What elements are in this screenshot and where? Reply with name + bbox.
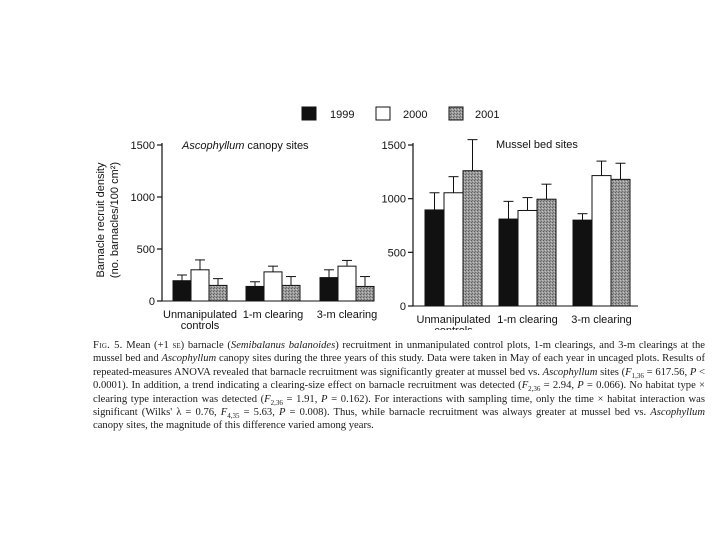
caption-text: canopy sites during the three years of t… — [93, 353, 705, 378]
caption-p: P — [689, 366, 697, 378]
y-tick-label: 1000 — [131, 192, 155, 204]
bar-1999-1 — [424, 209, 445, 307]
bar-1999-3 — [572, 219, 593, 307]
bar-1999-1 — [172, 280, 192, 302]
caption-text: = 0.162). For interactions with sampling… — [93, 393, 705, 419]
y-tick-label: 0 — [400, 301, 406, 313]
caption-text: ) recruitment in unmanipulated control p… — [93, 340, 705, 365]
figure-caption: Fig. 5. Mean (+1 se) barnacle (Semibalan… — [93, 339, 705, 433]
legend-label-2001: 2001 — [475, 109, 499, 121]
caption-species: Semibalanus balanoides — [230, 340, 336, 351]
caption-text: = 5.63, — [239, 407, 279, 419]
bar-2000-3 — [337, 265, 357, 302]
caption-ascophyllum: Ascophyllum — [542, 366, 598, 378]
bar-1999-3 — [319, 277, 339, 302]
caption-text: < 0.0001). In addition, a trend indicati… — [93, 366, 706, 392]
y-axis-label-line2: (no. barnacles/100 cm²) — [109, 162, 121, 278]
x-tick-label: 1-m clearing — [243, 309, 304, 321]
caption-fig-label: Fig. 5. — [93, 340, 123, 351]
caption-text: = 1.91, — [282, 393, 322, 405]
figure: 1999 2000 2001 Barnacle recruit density … — [95, 106, 638, 330]
bar-2000-3 — [591, 175, 612, 307]
x-tick-label: 1-m clearing — [497, 314, 558, 326]
y-tick-label: 1500 — [382, 140, 406, 152]
legend-swatch-1999 — [301, 106, 317, 121]
bar-2001-1 — [462, 170, 483, 307]
x-tick-label: controls — [434, 325, 473, 330]
caption-f-sub: 2,36 — [528, 385, 541, 394]
caption-f: F — [220, 407, 228, 419]
bar-2000-1 — [190, 269, 210, 302]
y-tick-label: 500 — [137, 244, 155, 256]
x-tick-label: controls — [181, 320, 220, 330]
bar-1999-2 — [245, 285, 265, 302]
bar-2000-2 — [263, 271, 283, 302]
bar-2001-2 — [281, 284, 301, 302]
bar-2001-3 — [610, 178, 631, 307]
bar-2001-2 — [536, 198, 557, 307]
panel-title-mussel: Mussel bed sites — [496, 139, 578, 151]
legend-swatch-2000 — [375, 106, 391, 121]
x-tick-label: Unmanipulated — [417, 314, 491, 326]
caption-ascophyllum: Ascophyllum — [161, 353, 217, 365]
caption-text: sites ( — [597, 366, 626, 378]
bar-2000-2 — [517, 209, 538, 307]
bar-2001-3 — [355, 285, 375, 302]
caption-text: ) barnacle ( — [180, 340, 231, 351]
caption-f-sub: 4,35 — [227, 412, 240, 421]
caption-p: P — [278, 407, 286, 419]
bar-2000-1 — [443, 192, 464, 307]
caption-p: P — [321, 393, 328, 405]
bar-2001-1 — [208, 284, 228, 302]
y-tick-label: 1000 — [382, 194, 406, 206]
caption-text: Mean (+1 — [122, 340, 173, 351]
y-axis-label-line1: Barnacle recruit density — [95, 162, 107, 277]
y-tick-label: 0 — [149, 296, 155, 308]
caption-se: se — [172, 340, 181, 351]
caption-f-sub: 1,36 — [631, 371, 644, 380]
legend: 1999 2000 2001 — [301, 106, 499, 121]
caption-f: F — [625, 366, 632, 378]
caption-p: P — [577, 380, 584, 392]
caption-text: = 0.066). No habitat type × clearing typ… — [93, 380, 705, 405]
caption-f: F — [264, 393, 271, 405]
legend-label-1999: 1999 — [330, 109, 354, 121]
x-tick-label: 3-m clearing — [571, 314, 632, 326]
caption-ascophyllum: Ascophyllum — [650, 407, 706, 419]
x-tick-label: Unmanipulated — [163, 309, 237, 321]
caption-f-sub: 2,36 — [270, 398, 283, 407]
legend-label-2000: 2000 — [403, 109, 427, 121]
caption-text: = 2.94, — [540, 380, 578, 392]
panel-title-italic: Ascophyllum — [181, 140, 244, 152]
bar-1999-2 — [498, 218, 519, 307]
panel-title-ascophyllum: Ascophyllum canopy sites — [181, 140, 309, 152]
y-tick-label: 500 — [388, 247, 406, 259]
panel-mussel-bed: Mussel bed sites 0 500 1000 1500 Unmanipulat… — [382, 139, 638, 330]
panel-title-rest: canopy sites — [244, 140, 309, 152]
caption-f: F — [521, 380, 529, 392]
legend-swatch-2001 — [448, 106, 464, 121]
y-tick-label: 1500 — [131, 140, 155, 152]
caption-text: = 0.008). Thus, while barnacle recruitme… — [285, 407, 651, 419]
x-tick-label: 3-m clearing — [317, 309, 378, 321]
panel-ascophyllum: Ascophyllum canopy sites 0 500 1000 1500 Unm… — [131, 140, 378, 330]
caption-text: = 617.56, — [643, 366, 690, 378]
caption-text: canopy sites, the magnitude of this diff… — [93, 420, 374, 432]
